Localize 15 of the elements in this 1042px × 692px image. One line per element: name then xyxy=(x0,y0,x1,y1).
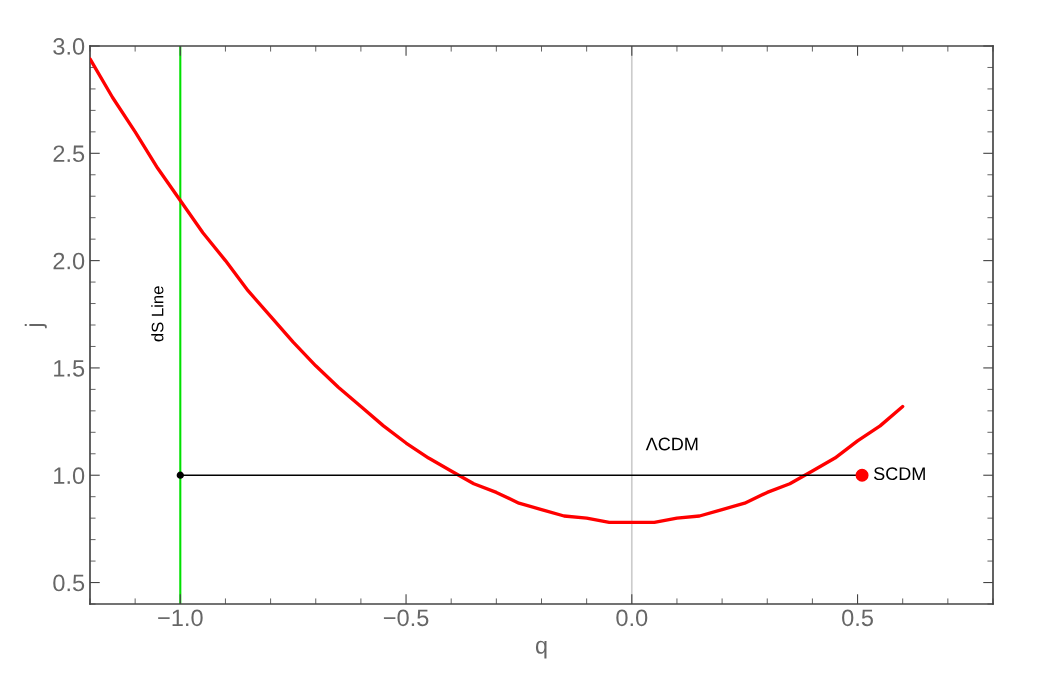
y-tick-label: 3.0 xyxy=(53,38,85,55)
x-tick-label: −1.0 xyxy=(158,609,203,627)
ref-line-label: dS Line xyxy=(151,286,164,342)
y-tick-label: 0.5 xyxy=(53,574,85,592)
x-tick-label: −0.5 xyxy=(383,609,429,627)
series-label: SCDM xyxy=(874,467,925,481)
x-tick-label: 0.0 xyxy=(616,609,648,627)
y-tick-label: 1.0 xyxy=(54,467,85,485)
annotation: ΛCDM xyxy=(645,437,698,451)
y-tick-label: 2.5 xyxy=(53,145,85,163)
y-tick-label: 2.0 xyxy=(53,252,85,270)
y-axis-title: j xyxy=(24,323,47,329)
y-tick-label: 1.5 xyxy=(54,360,85,377)
x-axis-title: q xyxy=(535,640,547,659)
x-tick-label: 0.5 xyxy=(842,609,873,627)
